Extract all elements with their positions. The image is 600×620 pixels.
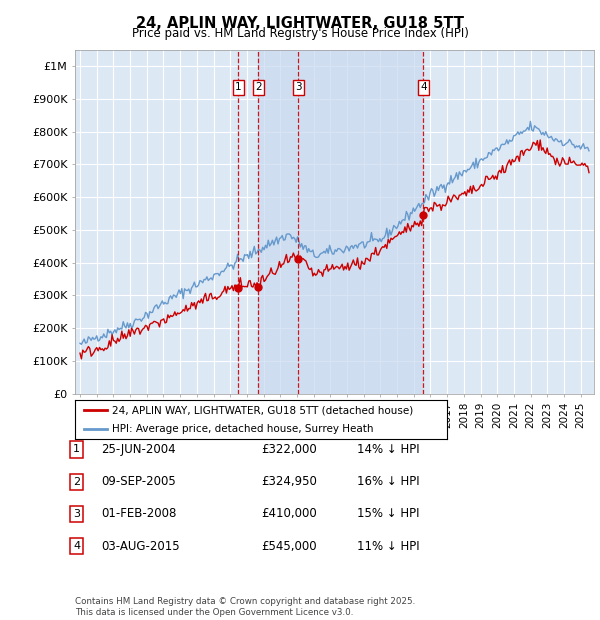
Text: 15% ↓ HPI: 15% ↓ HPI [357, 508, 419, 520]
Text: £545,000: £545,000 [261, 540, 317, 552]
Text: 2: 2 [255, 82, 262, 92]
Text: 14% ↓ HPI: 14% ↓ HPI [357, 443, 419, 456]
Text: 3: 3 [73, 509, 80, 519]
Text: £410,000: £410,000 [261, 508, 317, 520]
Text: 4: 4 [73, 541, 80, 551]
Text: 25-JUN-2004: 25-JUN-2004 [101, 443, 175, 456]
Text: £322,000: £322,000 [261, 443, 317, 456]
Text: 3: 3 [295, 82, 302, 92]
Text: 24, APLIN WAY, LIGHTWATER, GU18 5TT (detached house): 24, APLIN WAY, LIGHTWATER, GU18 5TT (det… [112, 405, 413, 415]
Text: 01-FEB-2008: 01-FEB-2008 [101, 508, 176, 520]
Text: Price paid vs. HM Land Registry's House Price Index (HPI): Price paid vs. HM Land Registry's House … [131, 27, 469, 40]
Text: 1: 1 [235, 82, 242, 92]
Text: 2: 2 [73, 477, 80, 487]
Text: HPI: Average price, detached house, Surrey Heath: HPI: Average price, detached house, Surr… [112, 424, 374, 434]
Text: 03-AUG-2015: 03-AUG-2015 [101, 540, 179, 552]
Bar [259, 50, 424, 394]
Text: 24, APLIN WAY, LIGHTWATER, GU18 5TT: 24, APLIN WAY, LIGHTWATER, GU18 5TT [136, 16, 464, 30]
Text: Contains HM Land Registry data © Crown copyright and database right 2025.
This d: Contains HM Land Registry data © Crown c… [75, 598, 415, 617]
Text: 11% ↓ HPI: 11% ↓ HPI [357, 540, 419, 552]
Text: 1: 1 [73, 445, 80, 454]
Text: 4: 4 [420, 82, 427, 92]
Text: 09-SEP-2005: 09-SEP-2005 [101, 476, 176, 488]
Text: 16% ↓ HPI: 16% ↓ HPI [357, 476, 419, 488]
Text: £324,950: £324,950 [261, 476, 317, 488]
